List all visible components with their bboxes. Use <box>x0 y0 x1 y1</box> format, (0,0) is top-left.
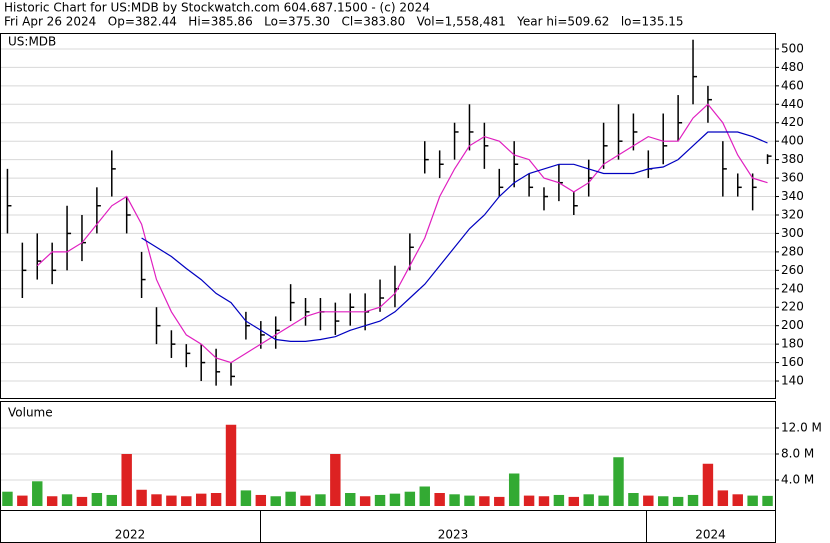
volume-bar <box>687 494 699 506</box>
price-panel <box>0 33 776 399</box>
y-tick-label: 8.0 M <box>781 447 814 461</box>
y-tick-label: 240 <box>781 281 804 295</box>
volume-bar <box>166 495 177 506</box>
volume-bar <box>747 495 758 506</box>
y-tick-label: 460 <box>781 78 804 92</box>
y-tick-label: 360 <box>781 171 804 185</box>
volume-bar <box>672 496 684 506</box>
moving-average-line <box>141 131 768 342</box>
volume-bar <box>404 491 416 506</box>
volume-bar <box>643 495 654 506</box>
volume-bar <box>583 494 594 506</box>
x-period-label: 2022 <box>115 528 146 542</box>
volume-bar <box>285 491 296 506</box>
y-tick-label: 4.0 M <box>781 473 814 487</box>
volume-bar <box>762 495 773 506</box>
y-tick-label: 320 <box>781 207 804 221</box>
x-period-label: 2023 <box>438 528 469 542</box>
volume-bar <box>389 493 401 506</box>
symbol-label: US:MDB <box>8 35 56 49</box>
y-tick-label: 300 <box>781 226 804 240</box>
volume-bar <box>702 463 714 506</box>
volume-bar <box>508 473 520 506</box>
y-tick-label: 220 <box>781 300 804 314</box>
volume-bar <box>17 495 28 506</box>
volume-bar <box>419 486 430 506</box>
y-tick-label: 260 <box>781 263 804 277</box>
volume-label: Volume <box>8 406 53 420</box>
y-tick-label: 340 <box>781 189 804 203</box>
volume-bar <box>32 481 43 506</box>
volume-bar <box>434 493 445 506</box>
volume-bar <box>270 496 281 506</box>
volume-bar <box>479 496 490 506</box>
y-tick-label: 160 <box>781 355 804 369</box>
volume-bar <box>553 494 565 506</box>
y-tick-label: 380 <box>781 152 804 166</box>
volume-bar <box>494 496 505 506</box>
volume-bar <box>658 496 669 506</box>
y-tick-label: 200 <box>781 318 804 332</box>
volume-bar <box>195 493 207 506</box>
volume-bar <box>136 489 147 506</box>
volume-bar <box>76 496 88 506</box>
volume-bar <box>717 490 729 506</box>
moving-average-line <box>36 103 768 364</box>
y-tick-label: 440 <box>781 97 804 111</box>
volume-bar <box>598 495 609 506</box>
volume-bar <box>330 454 341 506</box>
chart-subtitle: Fri Apr 26 2024 Op=382.44 Hi=385.86 Lo=3… <box>4 15 684 29</box>
volume-bar <box>449 494 460 506</box>
chart-title: Historic Chart for US:MDB by Stockwatch.… <box>4 1 430 15</box>
volume-bar <box>91 493 103 506</box>
volume-bar <box>345 493 356 506</box>
y-tick-label: 400 <box>781 134 804 148</box>
y-tick-label: 420 <box>781 115 804 129</box>
volume-bar <box>732 494 743 506</box>
volume-bar <box>61 494 73 506</box>
y-tick-label: 480 <box>781 60 804 74</box>
volume-bar <box>315 494 326 506</box>
volume-bar <box>464 495 475 506</box>
y-tick-label: 280 <box>781 244 804 258</box>
volume-bar <box>225 424 237 506</box>
x-period-label: 2024 <box>695 528 726 542</box>
volume-bar <box>613 457 624 506</box>
volume-bar <box>255 494 267 506</box>
volume-bar <box>181 496 192 506</box>
volume-bar <box>523 495 535 506</box>
volume-bar <box>300 495 311 506</box>
volume-bar <box>240 490 252 506</box>
volume-bar <box>210 493 222 506</box>
y-tick-label: 12.0 M <box>781 421 822 435</box>
volume-bar <box>568 496 580 506</box>
volume-bar <box>46 496 58 506</box>
y-tick-label: 180 <box>781 337 804 351</box>
volume-bar <box>121 454 132 506</box>
y-tick-label: 500 <box>781 41 804 55</box>
volume-bar <box>374 494 386 506</box>
volume-bar <box>628 493 639 506</box>
volume-bar <box>359 496 371 506</box>
volume-bar <box>151 494 162 506</box>
volume-bar <box>106 494 117 506</box>
volume-bar <box>2 491 13 506</box>
y-tick-label: 140 <box>781 374 804 388</box>
volume-bar <box>538 496 550 506</box>
